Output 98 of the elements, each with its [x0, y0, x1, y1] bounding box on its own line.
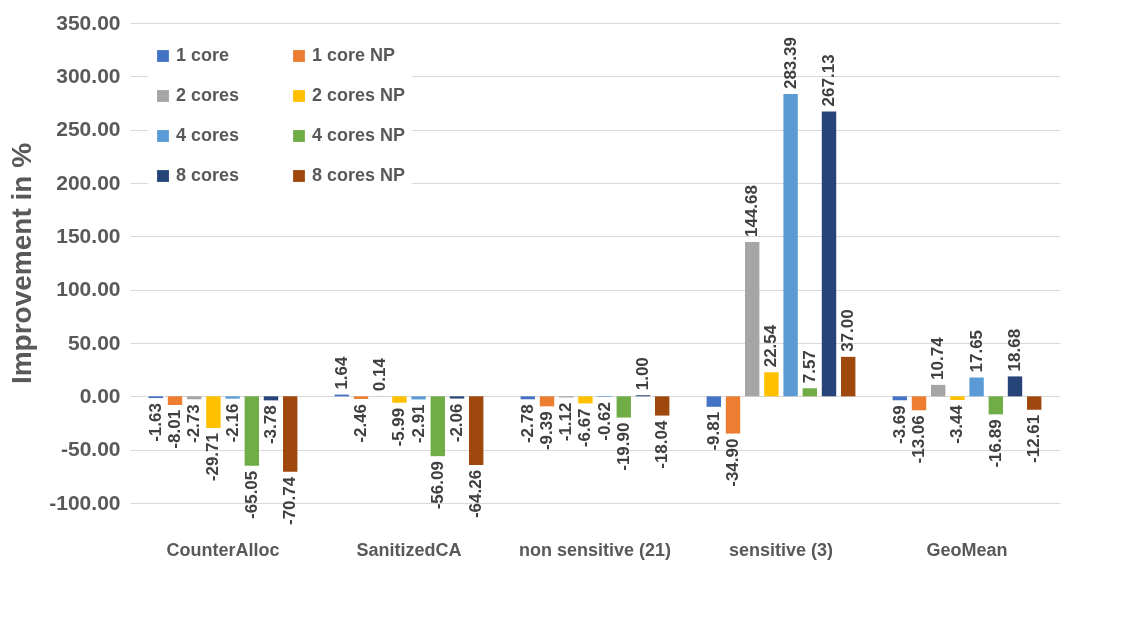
bar — [430, 396, 445, 457]
data-label: -9.39 — [537, 411, 556, 451]
data-label: 1.64 — [331, 355, 351, 390]
y-tick-label: 100.00 — [56, 277, 121, 301]
bar — [725, 396, 741, 434]
data-label: -5.99 — [389, 407, 409, 447]
bar — [950, 396, 965, 400]
bar — [892, 396, 907, 401]
bar — [616, 396, 631, 418]
x-tick-label: SanitizedCA — [356, 539, 462, 560]
x-tick-label: non sensitive (21) — [518, 539, 672, 560]
y-tick-label: -50.00 — [60, 437, 121, 461]
bar — [244, 396, 259, 466]
data-label: -12.61 — [1024, 414, 1044, 463]
legend-label: 8 cores NP — [312, 165, 406, 185]
data-label: -8.01 — [165, 409, 184, 449]
data-label: -2.78 — [517, 404, 537, 444]
data-label: -34.90 — [723, 438, 742, 487]
bar — [911, 396, 927, 411]
data-label: -6.67 — [575, 408, 595, 448]
data-label: -1.12 — [556, 402, 576, 442]
legend-label: 1 core — [176, 45, 230, 65]
data-label: -2.16 — [222, 403, 242, 443]
data-label: -3.69 — [889, 405, 909, 445]
data-label: -3.78 — [261, 405, 280, 445]
data-label: 17.65 — [966, 329, 986, 373]
bar — [353, 396, 369, 399]
bar — [469, 396, 484, 465]
bar — [578, 396, 593, 404]
legend-label: 2 cores NP — [312, 85, 406, 105]
bar — [283, 396, 298, 472]
bar — [1027, 396, 1042, 410]
data-label: 144.68 — [742, 185, 762, 238]
bar — [520, 396, 535, 400]
data-label: -70.74 — [280, 476, 300, 525]
bar — [841, 356, 856, 397]
data-label: -2.46 — [351, 403, 370, 443]
data-label: 0.14 — [370, 357, 390, 392]
data-label: -9.81 — [703, 411, 723, 451]
y-axis-title: Improvement in % — [6, 142, 38, 385]
data-label: 22.54 — [761, 324, 781, 368]
legend-label: 4 cores — [176, 125, 240, 145]
bar — [167, 396, 183, 405]
data-label: -2.06 — [447, 403, 466, 443]
x-tick-label: GeoMean — [926, 539, 1008, 560]
x-tick-label: CounterAlloc — [166, 539, 280, 560]
bar — [411, 396, 426, 400]
data-label: -18.04 — [652, 420, 672, 469]
x-tick-label: sensitive (3) — [728, 539, 834, 560]
bar — [821, 111, 837, 397]
bar — [263, 396, 279, 401]
data-label: -3.44 — [947, 404, 967, 444]
data-label: -56.09 — [427, 461, 447, 510]
y-tick-label: 350.00 — [56, 10, 121, 34]
data-label: 10.74 — [928, 336, 948, 380]
data-label: -65.05 — [241, 470, 261, 519]
bar — [655, 396, 670, 416]
legend-label: 8 cores — [176, 165, 240, 185]
y-tick-label: -100.00 — [49, 490, 121, 514]
data-label: -16.89 — [985, 419, 1005, 468]
data-label: -1.63 — [145, 403, 165, 442]
data-label: -29.71 — [203, 433, 223, 482]
bar — [706, 396, 721, 407]
bar — [206, 396, 221, 429]
data-label: -19.90 — [613, 422, 633, 471]
y-tick-label: 50.00 — [67, 330, 121, 354]
data-label: -13.06 — [909, 415, 928, 464]
data-label: -2.73 — [184, 404, 204, 443]
legend-label: 4 cores NP — [312, 125, 406, 145]
bar — [802, 388, 817, 397]
data-label: 18.68 — [1005, 328, 1024, 372]
data-label: 7.57 — [799, 350, 819, 384]
data-label: 1.00 — [633, 357, 652, 391]
bar — [988, 396, 1003, 415]
bar — [392, 396, 407, 403]
bar — [745, 242, 760, 397]
bar — [225, 396, 240, 399]
legend-label: 2 cores — [176, 85, 240, 105]
legend-label: 1 core NP — [312, 45, 396, 65]
y-tick-label: 0.00 — [79, 383, 121, 407]
y-tick-label: 250.00 — [56, 117, 121, 141]
data-label: -0.62 — [594, 401, 614, 441]
data-label: 267.13 — [819, 54, 838, 107]
data-label: 283.39 — [780, 37, 800, 90]
bar — [783, 94, 798, 397]
bar — [1007, 376, 1023, 397]
data-label: -2.91 — [408, 404, 428, 444]
data-label: -64.26 — [466, 469, 486, 519]
bar — [931, 384, 946, 397]
y-tick-label: 300.00 — [56, 63, 121, 87]
y-tick-label: 150.00 — [56, 223, 121, 247]
bar — [449, 396, 465, 399]
y-tick-label: 200.00 — [56, 170, 121, 194]
bar — [969, 377, 984, 397]
bar — [187, 396, 202, 400]
bar — [539, 396, 555, 407]
data-label: 37.00 — [838, 309, 858, 352]
bar — [764, 372, 779, 397]
